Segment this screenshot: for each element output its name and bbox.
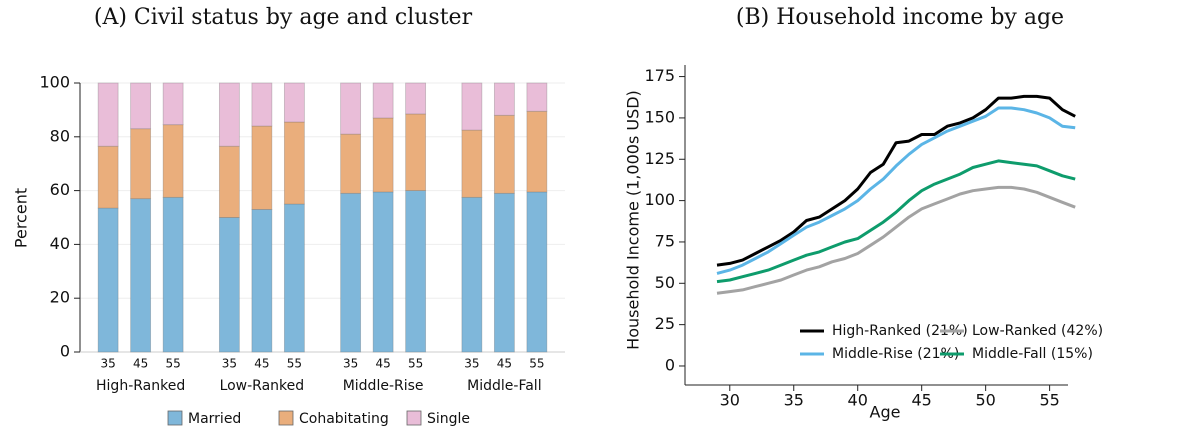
group-label: High-Ranked [96, 378, 185, 394]
y-tick-label: 40 [50, 234, 70, 253]
x-tick-label: 50 [975, 391, 995, 410]
y-tick-label: 25 [655, 314, 675, 333]
bar-segment [405, 190, 427, 353]
x-tick-label: 40 [848, 391, 868, 410]
y-tick-label: 175 [644, 66, 675, 85]
x-tick-label: 45 [254, 357, 269, 371]
bar-segment [493, 192, 515, 353]
legend-label: Middle-Rise (21%) [832, 346, 959, 362]
bar-segment [251, 209, 273, 353]
legend-swatch [406, 410, 422, 426]
bar-segment [97, 207, 119, 353]
x-tick-label: 45 [497, 357, 512, 371]
bar-segment [251, 82, 273, 127]
bar-segment [461, 196, 483, 353]
x-tick-label: 35 [464, 357, 479, 371]
bar-segment [251, 125, 273, 210]
bar-segment [162, 82, 184, 126]
bar-segment [130, 198, 152, 353]
y-tick-label: 50 [655, 273, 675, 292]
x-tick-label: 55 [287, 357, 302, 371]
x-tick-label: 55 [1039, 391, 1059, 410]
x-tick-label: 55 [408, 357, 423, 371]
y-axis-label: Household Income (1,000s USD) [624, 90, 643, 350]
x-tick-label: 35 [100, 357, 115, 371]
bar-segment [283, 203, 305, 353]
y-tick-label: 100 [644, 190, 675, 209]
bar-segment [162, 124, 184, 198]
bar-segment [340, 133, 362, 194]
x-tick-label: 35 [343, 357, 358, 371]
x-tick-label: 55 [165, 357, 180, 371]
legend-label: Married [188, 411, 241, 427]
legend-swatch [278, 410, 294, 426]
bar-segment [97, 145, 119, 209]
bar-segment [218, 217, 240, 353]
x-axis-label: Age [870, 403, 901, 422]
x-tick-label: 35 [784, 391, 804, 410]
legend-label: Low-Ranked (42%) [972, 323, 1103, 339]
bar-segment [461, 82, 483, 131]
x-tick-label: 45 [912, 391, 932, 410]
bar-segment [405, 82, 427, 115]
bar-segment [372, 82, 394, 119]
bar-segment [526, 110, 548, 193]
line-series [716, 106, 1076, 275]
y-tick-label: 80 [50, 126, 70, 145]
legend-label: Cohabitating [299, 411, 389, 427]
bar-segment [340, 192, 362, 353]
y-tick-label: 100 [39, 73, 70, 92]
bar-segment [526, 82, 548, 112]
bar-segment [405, 113, 427, 191]
y-tick-label: 75 [655, 231, 675, 250]
group-label: Low-Ranked [220, 378, 305, 394]
y-tick-label: 20 [50, 288, 70, 307]
bar-segment [130, 82, 152, 130]
legend-swatch [167, 410, 183, 426]
bar-segment [340, 82, 362, 135]
x-tick-label: 55 [529, 357, 544, 371]
bar-segment [283, 121, 305, 205]
x-tick-label: 45 [133, 357, 148, 371]
bar-segment [372, 117, 394, 193]
bar-segment [493, 82, 515, 116]
legend-label: High-Ranked (21%) [832, 323, 968, 339]
bar-segment [97, 82, 119, 147]
bar-segment [162, 196, 184, 353]
x-tick-label: 30 [720, 391, 740, 410]
y-tick-label: 150 [644, 107, 675, 126]
x-tick-label: 35 [222, 357, 237, 371]
y-tick-label: 60 [50, 180, 70, 199]
y-axis-label: Percent [12, 188, 31, 248]
y-tick-label: 0 [60, 342, 70, 361]
bar-segment [283, 82, 305, 123]
bar-segment [372, 191, 394, 353]
group-label: Middle-Rise [343, 378, 424, 394]
legend-label: Middle-Fall (15%) [972, 346, 1093, 362]
bar-segment [526, 191, 548, 353]
bar-segment [493, 114, 515, 194]
chart-title: (B) Household income by age [736, 5, 1064, 30]
bar-segment [461, 129, 483, 198]
bar-segment [218, 145, 240, 218]
y-tick-label: 125 [644, 149, 675, 168]
line-series [716, 94, 1076, 267]
line-series [716, 185, 1076, 295]
x-tick-label: 45 [375, 357, 390, 371]
bar-segment [218, 82, 240, 147]
group-label: Middle-Fall [467, 378, 541, 394]
line-series [716, 159, 1076, 284]
bar-segment [130, 128, 152, 200]
y-tick-label: 0 [665, 355, 675, 374]
chart-title: (A) Civil status by age and cluster [94, 5, 473, 30]
legend-label: Single [427, 411, 470, 427]
